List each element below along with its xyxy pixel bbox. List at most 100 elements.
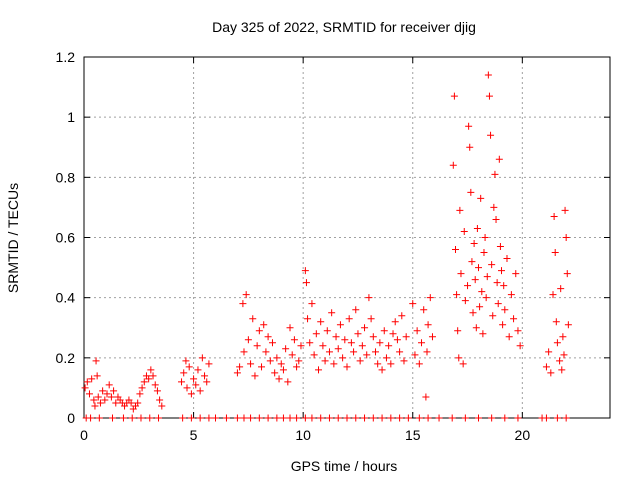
data-point: [253, 342, 261, 350]
data-point: [451, 246, 459, 254]
data-point: [499, 321, 507, 329]
data-point: [137, 414, 145, 422]
data-point: [325, 348, 333, 356]
data-point: [178, 378, 186, 386]
data-point: [205, 414, 213, 422]
data-point: [471, 276, 479, 284]
data-point: [242, 291, 250, 299]
data-point: [334, 345, 342, 353]
data-point: [494, 300, 502, 308]
data-point: [258, 363, 266, 371]
data-point: [138, 384, 146, 392]
data-point: [119, 414, 127, 422]
data-point: [479, 330, 487, 338]
data-point: [251, 372, 259, 380]
data-point: [308, 414, 316, 422]
data-point: [185, 363, 193, 371]
data-point: [286, 414, 294, 422]
data-point: [323, 327, 331, 335]
data-point: [382, 354, 390, 362]
data-point: [501, 414, 509, 422]
data-point: [512, 270, 520, 278]
data-point: [496, 243, 504, 251]
data-point: [290, 336, 298, 344]
data-point: [376, 339, 384, 347]
data-point: [551, 249, 559, 257]
data-point: [91, 402, 99, 410]
data-point: [158, 402, 166, 410]
data-point: [460, 227, 468, 235]
data-point: [510, 315, 518, 323]
data-point: [343, 414, 351, 422]
data-point: [465, 122, 473, 130]
data-point: [328, 309, 336, 317]
data-point: [485, 92, 493, 100]
x-axis-label: GPS time / hours: [291, 458, 398, 474]
data-point: [448, 414, 456, 422]
data-point: [140, 378, 148, 386]
data-point: [336, 321, 344, 329]
data-point: [155, 414, 163, 422]
data-point: [415, 360, 423, 368]
data-point: [505, 333, 513, 341]
data-point: [293, 363, 301, 371]
data-point: [466, 143, 474, 151]
data-point: [413, 327, 421, 335]
data-point: [180, 369, 188, 377]
data-point: [156, 396, 164, 404]
data-point: [491, 170, 499, 178]
y-tick-label: 0.4: [56, 290, 76, 306]
data-point: [306, 339, 314, 347]
data-point: [312, 330, 320, 338]
data-point: [356, 357, 364, 365]
data-point: [87, 414, 95, 422]
data-point: [187, 390, 195, 398]
data-point: [345, 315, 353, 323]
data-point: [380, 327, 388, 335]
data-point: [325, 414, 333, 422]
data-point: [503, 255, 511, 263]
y-tick-label: 0.8: [56, 169, 76, 185]
data-point: [400, 357, 408, 365]
data-point: [354, 330, 362, 338]
data-point: [101, 396, 109, 404]
data-point: [396, 348, 404, 356]
x-tick-label: 15: [405, 427, 421, 443]
data-point: [489, 312, 497, 320]
data-point: [255, 327, 263, 335]
data-point: [196, 414, 204, 422]
data-point: [147, 366, 155, 374]
data-point: [153, 387, 161, 395]
data-point: [301, 267, 309, 275]
data-point: [542, 363, 550, 371]
data-point: [542, 414, 550, 422]
data-point: [262, 348, 270, 356]
data-point: [459, 360, 467, 368]
data-point: [275, 375, 283, 383]
data-point: [553, 339, 561, 347]
data-point: [456, 206, 464, 214]
data-point: [453, 291, 461, 299]
data-point: [556, 357, 564, 365]
data-point: [498, 267, 506, 275]
data-point: [449, 161, 457, 169]
grid-lines: [84, 57, 610, 418]
data-point: [564, 321, 572, 329]
data-point: [236, 363, 244, 371]
data-point: [273, 414, 281, 422]
data-point: [484, 71, 492, 79]
data-point: [279, 366, 287, 374]
data-point: [559, 333, 567, 341]
y-axis-label: SRMTID / TECUs: [5, 183, 21, 293]
y-tick-label: 0: [67, 410, 75, 426]
data-point: [266, 357, 274, 365]
data-point: [562, 234, 570, 241]
data-point: [339, 354, 347, 362]
data-point: [187, 414, 195, 422]
data-point: [411, 351, 419, 359]
data-point: [282, 345, 290, 353]
data-point: [396, 414, 404, 422]
data-point: [490, 203, 498, 211]
data-point: [151, 381, 159, 389]
data-point: [398, 312, 406, 320]
